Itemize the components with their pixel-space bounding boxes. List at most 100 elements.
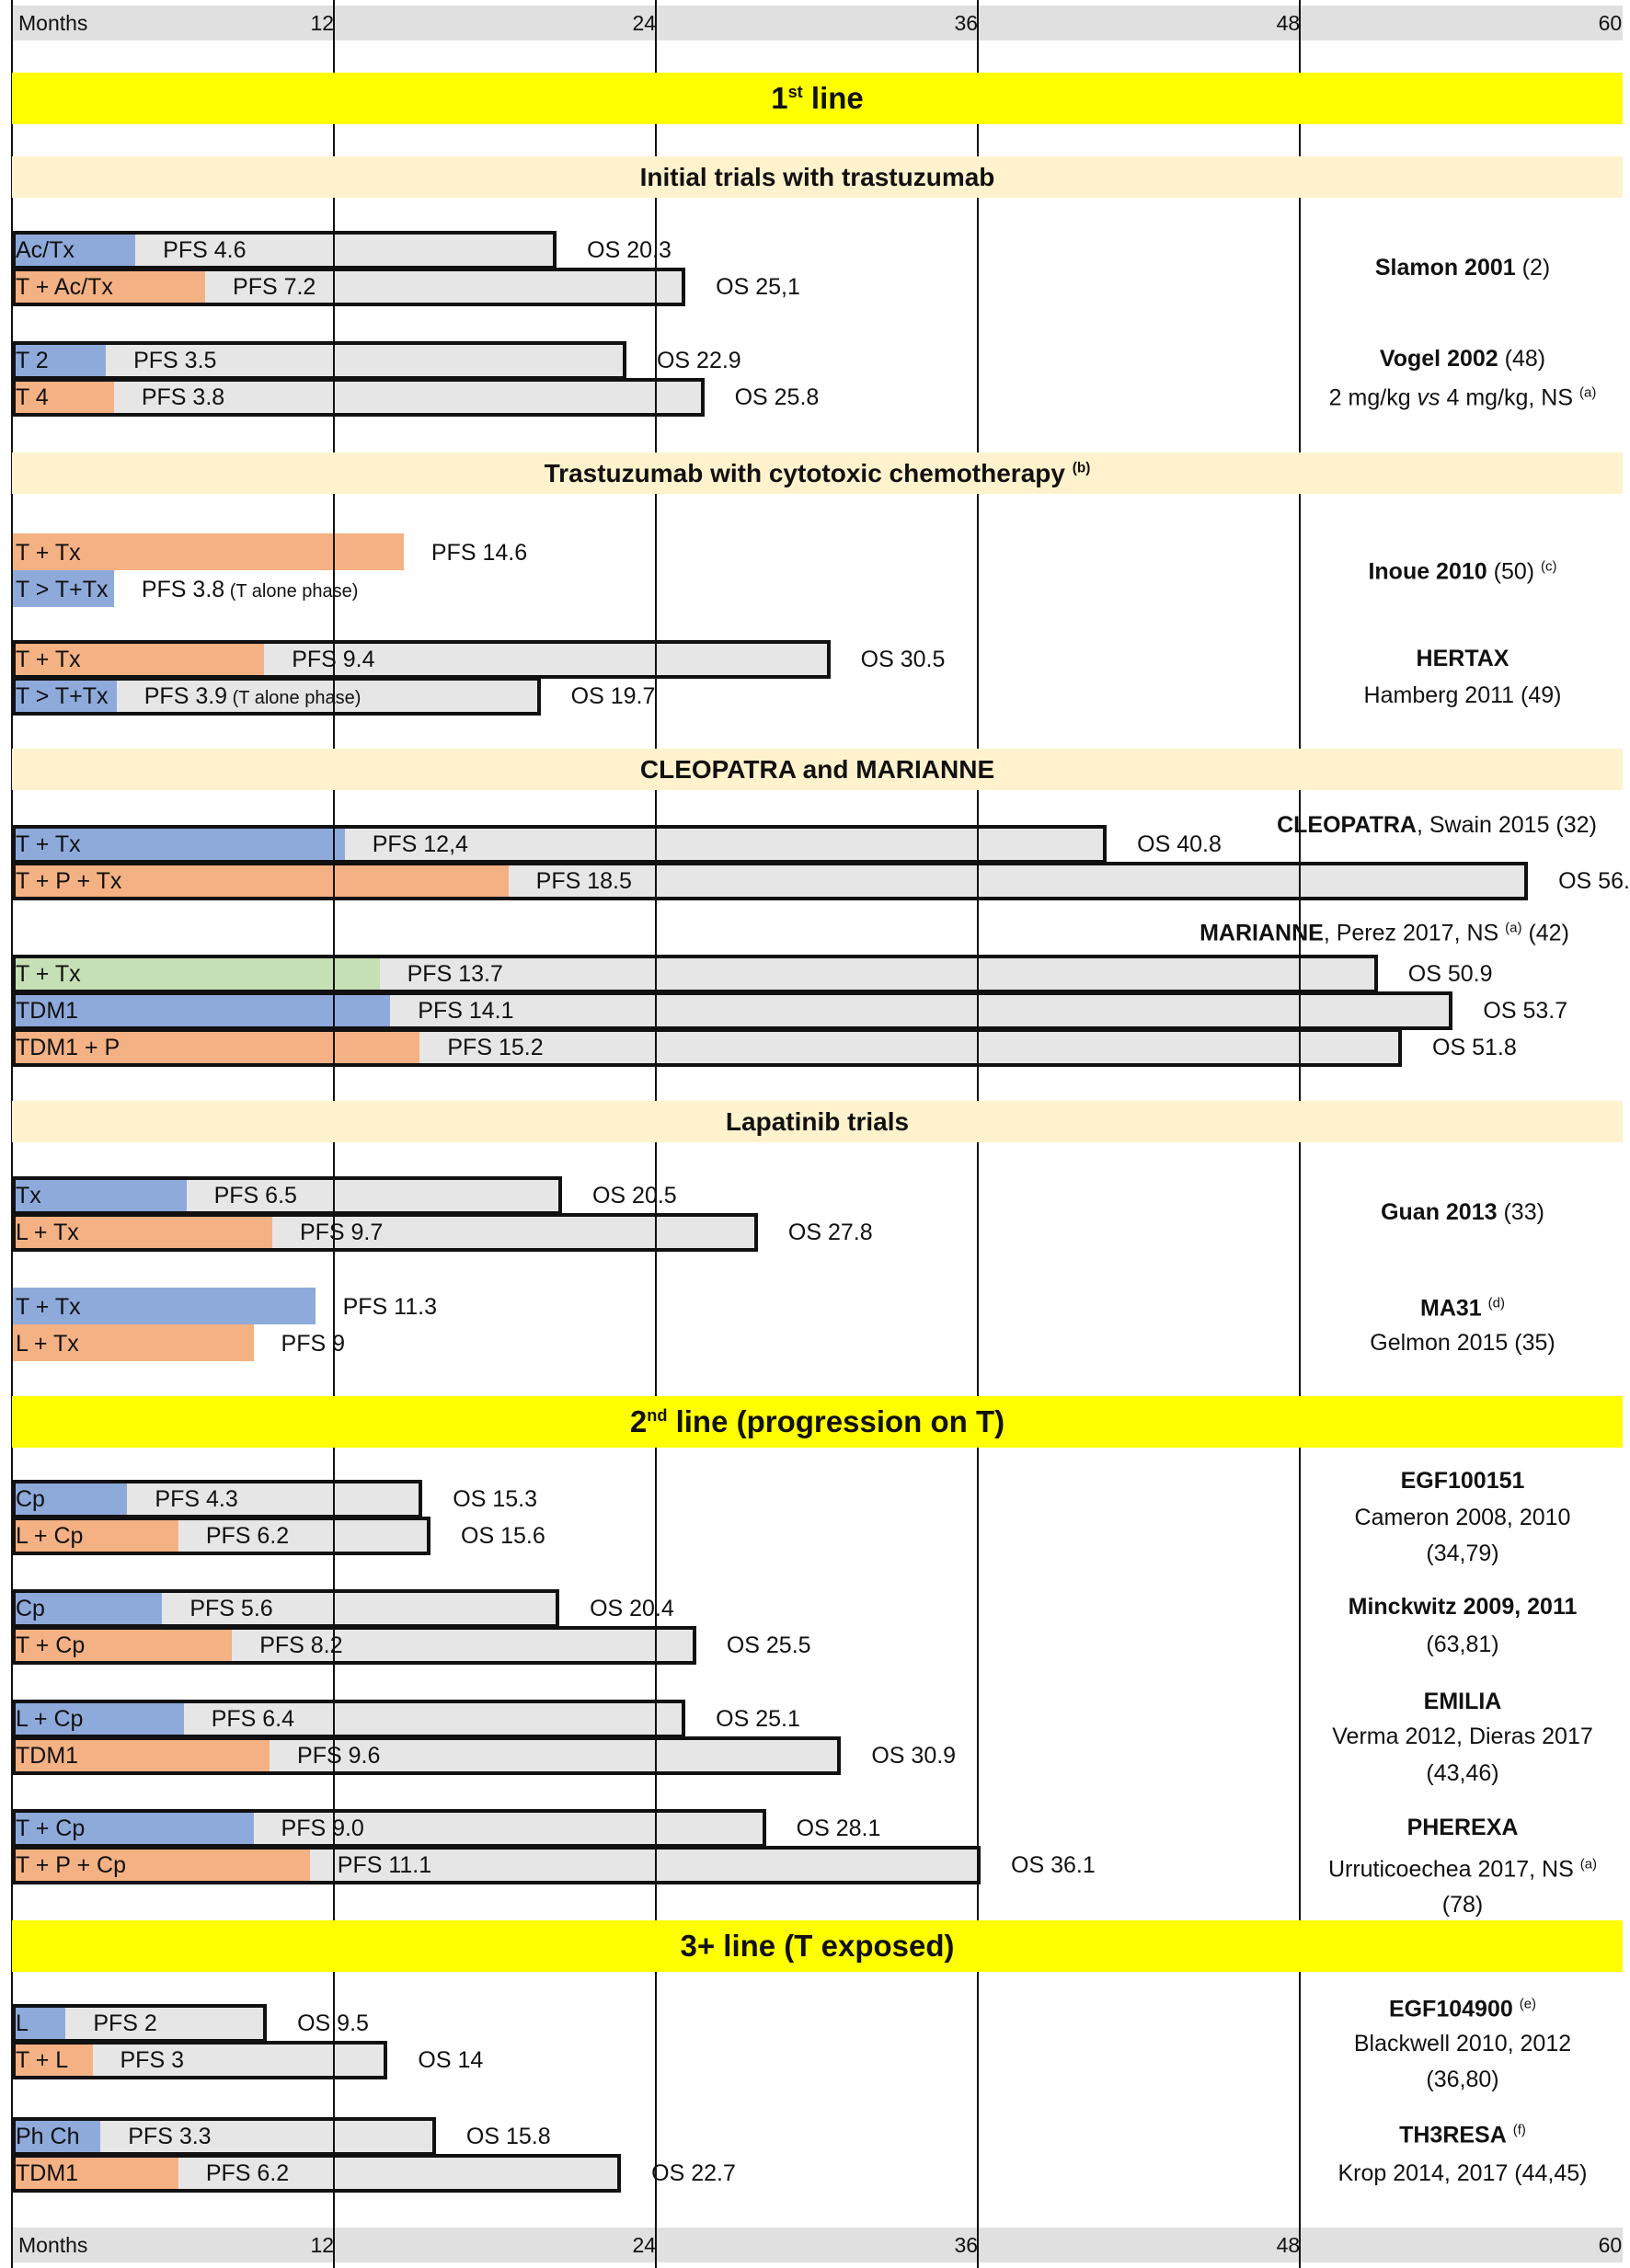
footnote-marker: (a): [1505, 920, 1522, 936]
pfs-value: PFS 6.5: [213, 1183, 297, 1208]
axis-label: Months: [18, 11, 88, 35]
trial-reference: Gelmon 2015 (35): [1370, 1324, 1555, 1361]
pfs-bar: [16, 2158, 178, 2189]
pfs-bar: [12, 570, 114, 607]
os-label: OS 9.5: [297, 2010, 369, 2036]
pfs-value: PFS 3.5: [133, 348, 217, 373]
arm-label: T > T+Tx: [16, 683, 109, 709]
arm-label: L + Tx: [16, 1220, 79, 1245]
axis-tick-label: 12: [310, 11, 335, 35]
axis-tick-label: 36: [954, 11, 979, 35]
reference-text: Verma 2012, Dieras 2017: [1332, 1724, 1593, 1749]
pfs-bar: [16, 681, 117, 712]
pfs-value: PFS 12,4: [372, 831, 468, 857]
trial-reference: Verma 2012, Dieras 2017: [1332, 1718, 1593, 1755]
os-label: OS 40.8: [1137, 831, 1222, 857]
footnote-marker: (a): [1578, 384, 1597, 401]
arm-label: L: [16, 2010, 29, 2036]
arm-label: T 2: [16, 348, 49, 373]
arm-label: Ac/Tx: [16, 237, 75, 263]
arm-label: T + Tx: [16, 961, 81, 987]
pfs-bar: [16, 1813, 254, 1844]
reference-text: , Swain 2015 (32): [1416, 812, 1597, 838]
pfs-label: PFS 6.2: [206, 1518, 289, 1554]
reference-text: CLEOPATRA: [1277, 812, 1417, 838]
trial-reference: (43,46): [1426, 1755, 1498, 1792]
pfs-bar: [16, 644, 265, 675]
pfs-bar: [16, 2008, 66, 2039]
pfs-label: PFS 3.8: [142, 379, 224, 416]
header-title-text: Lapatinib trials: [725, 1106, 910, 1136]
pfs-label: PFS 11.3: [343, 1289, 437, 1325]
pfs-value: PFS 6.4: [211, 1706, 295, 1732]
axis-tick-label: 36: [954, 2233, 979, 2257]
reference-text: Blackwell 2010, 2012: [1353, 2031, 1572, 2056]
pfs-value: PFS 4.3: [155, 1486, 238, 1512]
reference-text: Hamberg 2011 (49): [1363, 682, 1562, 708]
pfs-value: PFS 3.8: [141, 577, 225, 602]
pfs-label: PFS 18.5: [536, 863, 632, 899]
pfs-value: PFS 3: [120, 2047, 184, 2073]
trial-reference: MA31 (d): [1420, 1285, 1505, 1326]
pfs-label: PFS 11.1: [338, 1847, 431, 1884]
os-label: OS 22.9: [656, 348, 741, 373]
os-label: OS 27.8: [787, 1220, 873, 1245]
reference-text: PHEREXA: [1406, 1815, 1519, 1840]
pfs-value: PFS 9.6: [297, 1743, 381, 1769]
header-title-text: 2: [629, 1404, 648, 1438]
reference-text: TH3RESA: [1399, 2122, 1507, 2148]
trial-reference: PHEREXA: [1407, 1809, 1519, 1846]
pfs-bar: [16, 1593, 163, 1624]
axis-tick-label: 48: [1276, 2233, 1301, 2257]
pfs-label: PFS 14.1: [418, 992, 513, 1029]
header-title-text: 1: [771, 81, 788, 115]
os-label: OS 25,1: [716, 274, 800, 300]
pfs-label: PFS 7.2: [233, 269, 316, 305]
arm-label: T + Tx: [16, 647, 81, 672]
footnote-marker: (e): [1519, 1996, 1537, 2012]
pfs-bar: [16, 1703, 184, 1735]
axis-tick-label: 24: [632, 2233, 657, 2257]
pfs-value: PFS 14.6: [430, 540, 528, 566]
line-header: 1st line: [12, 73, 1623, 124]
os-label: OS 19.7: [570, 683, 656, 709]
pfs-label: PFS 3.5: [133, 342, 216, 379]
pfs-value: PFS 8.2: [259, 1632, 343, 1658]
arm-label: Cp: [16, 1596, 45, 1621]
reference-text: EGF100151: [1400, 1468, 1525, 1494]
reference-text: Inoue 2010: [1368, 558, 1487, 585]
axis-tick-label: 60: [1598, 2233, 1623, 2257]
pfs-value: PFS 9.4: [292, 647, 375, 672]
arm-label: T + P + Tx: [16, 868, 122, 894]
pfs-label: PFS 4.6: [163, 232, 246, 269]
trial-reference: EGF104900 (e): [1389, 1986, 1536, 2027]
header-title: 1st line: [771, 81, 864, 116]
pfs-bar: [16, 1180, 187, 1211]
pfs-label: PFS 6.2: [206, 2155, 289, 2192]
trial-reference: 2 mg/kg vs 4 mg/kg, NS (a): [1329, 374, 1597, 416]
pfs-bar: [16, 958, 380, 990]
group-header: Initial trials with trastuzumab: [12, 156, 1623, 198]
arm-label: TDM1: [16, 1743, 79, 1769]
header-title: Initial trials with trastuzumab: [640, 163, 995, 192]
os-label: OS 14: [418, 2047, 484, 2073]
pfs-bar: [12, 1324, 254, 1361]
line-header: 3+ line (T exposed): [12, 1920, 1623, 1972]
axis-label: Months: [18, 2233, 88, 2257]
trial-reference: HERTAX: [1417, 640, 1509, 677]
pfs-label: PFS 9.0: [281, 1810, 364, 1847]
reference-text: Slamon 2001: [1374, 255, 1516, 281]
header-title-text: line: [802, 81, 864, 115]
pfs-bar: [12, 1288, 316, 1324]
os-label: OS 51.8: [1432, 1035, 1517, 1060]
pfs-bar: [16, 1217, 272, 1248]
arm-label: TDM1: [16, 2160, 79, 2186]
trial-reference: Cameron 2008, 2010: [1355, 1499, 1571, 1536]
reference-text: Minckwitz 2009, 2011: [1348, 1594, 1578, 1620]
os-label: OS 25.5: [726, 1632, 811, 1658]
pfs-label: PFS 6.5: [214, 1177, 297, 1214]
header-sup: nd: [647, 1406, 668, 1425]
reference-text: MARIANNE: [1200, 920, 1324, 946]
pfs-label: PFS 12,4: [373, 826, 468, 863]
trial-reference: Krop 2014, 2017 (44,45): [1337, 2155, 1587, 2192]
